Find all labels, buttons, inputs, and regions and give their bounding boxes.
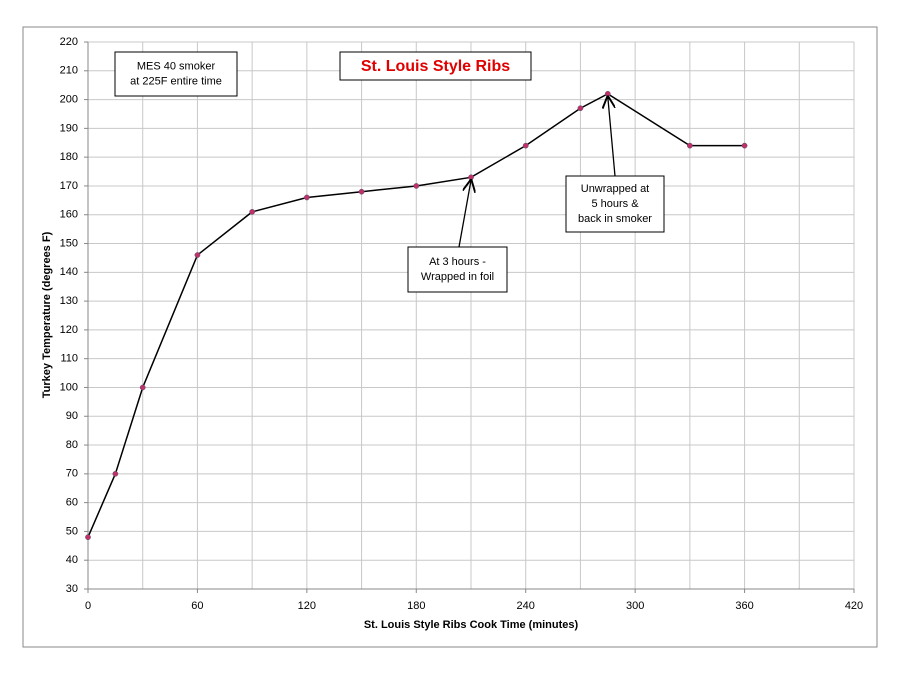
y-axis-label: Turkey Temperature (degrees F) — [41, 231, 53, 398]
y-tick-label: 80 — [66, 439, 78, 451]
chart-frame — [22, 26, 878, 648]
y-tick-label: 140 — [60, 266, 78, 278]
data-point — [687, 142, 693, 149]
data-point — [522, 142, 529, 149]
chart-title: St. Louis Style Ribs — [361, 58, 510, 75]
data-point — [249, 209, 255, 215]
y-tick-label: 200 — [60, 93, 78, 105]
y-tick-label: 190 — [60, 122, 78, 134]
data-point — [413, 183, 420, 189]
y-tick-label: 30 — [66, 583, 78, 595]
annotation-text: MES 40 smoker — [137, 60, 216, 72]
x-axis-label: St. Louis Style Ribs Cook Time (minutes) — [364, 619, 579, 631]
data-point — [112, 470, 119, 477]
y-tick-label: 50 — [66, 525, 78, 537]
y-tick-label: 150 — [60, 237, 78, 249]
x-tick-label: 300 — [626, 600, 644, 612]
y-tick-label: 120 — [60, 324, 78, 336]
y-tick-label: 100 — [60, 381, 78, 393]
data-point — [194, 252, 201, 258]
y-tick-label: 40 — [66, 554, 78, 566]
data-point — [741, 142, 748, 149]
y-tick-label: 210 — [60, 65, 78, 77]
data-point — [468, 174, 474, 181]
x-tick-label: 240 — [517, 600, 535, 612]
y-tick-label: 170 — [60, 180, 78, 192]
x-tick-label: 0 — [85, 600, 91, 612]
annotation-text: 5 hours & — [591, 198, 639, 210]
data-point — [577, 105, 584, 112]
data-point — [304, 194, 310, 201]
y-tick-label: 110 — [60, 353, 78, 365]
x-tick-label: 360 — [735, 600, 753, 612]
annotation-box — [114, 51, 238, 97]
annotation-text: Unwrapped at — [581, 183, 650, 195]
annotation-text: at 225F entire time — [130, 75, 222, 87]
y-tick-label: 70 — [66, 468, 78, 480]
x-tick-label: 60 — [191, 600, 203, 612]
x-tick-label: 180 — [407, 600, 425, 612]
title-box — [339, 51, 532, 81]
data-point — [139, 384, 146, 391]
y-tick-label: 90 — [66, 410, 78, 422]
data-point — [604, 90, 611, 97]
x-tick-label: 120 — [298, 600, 316, 612]
annotation-text: back in smoker — [578, 213, 652, 225]
annotation-box — [565, 175, 665, 233]
data-point — [358, 188, 365, 195]
data-point — [85, 534, 91, 541]
annotation-arrow — [608, 97, 616, 177]
y-tick-label: 160 — [60, 209, 78, 221]
annotation-box — [407, 246, 508, 293]
x-tick-label: 420 — [845, 600, 863, 612]
y-tick-label: 180 — [60, 151, 78, 163]
annotation-text: Wrapped in foil — [421, 271, 494, 283]
y-tick-label: 220 — [60, 36, 78, 48]
y-tick-label: 130 — [60, 295, 78, 307]
annotation-text: At 3 hours - — [429, 256, 486, 268]
annotation-arrow — [458, 180, 471, 248]
y-tick-label: 60 — [66, 497, 78, 509]
